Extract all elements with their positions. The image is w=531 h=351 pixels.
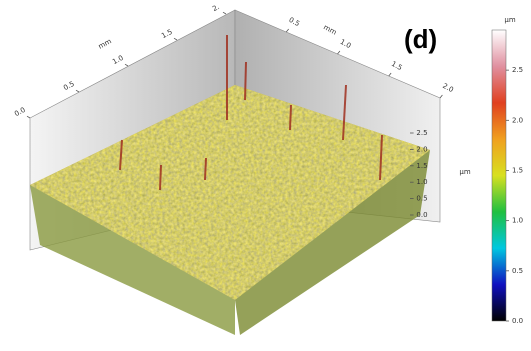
tick-label: 0.5 [62, 80, 76, 92]
tick-label: 2.0 [416, 145, 427, 153]
tick-mark [76, 90, 79, 92]
tick-label: 2.0 [441, 82, 455, 94]
tick-label: 0.0 [512, 317, 523, 325]
panel-label: (d) [404, 24, 437, 54]
tick-mark [27, 116, 30, 118]
tick-label: 1.0 [339, 38, 353, 50]
tick-label: 1.5 [416, 162, 427, 170]
tick-mark [125, 64, 128, 66]
colorbar-label: µm [504, 16, 515, 24]
chart: (d) 0.0 0.5 1.0 1.5 2. mm 0.5 1.0 1.5 2.0 0.0 0.5 1.… [0, 0, 531, 351]
tick-mark [174, 38, 177, 40]
tick-mark [440, 95, 442, 98]
tick-mark [389, 73, 391, 76]
axis-label: mm [97, 37, 113, 51]
tick-label: 0.0 [416, 211, 427, 219]
tick-label: 2.5 [512, 66, 523, 74]
tick-label: 1.5 [512, 166, 523, 174]
tick-label: 1.5 [160, 28, 174, 40]
tick-label: 1.0 [416, 178, 427, 186]
tick-label: 2. [211, 3, 221, 13]
tick-mark [286, 29, 288, 32]
tick-mark [223, 12, 226, 14]
tick-label: 0.5 [287, 16, 301, 28]
tick-label: 1.5 [390, 60, 404, 72]
axis-label: mm [322, 23, 338, 37]
colorbar [492, 30, 506, 321]
tick-mark [338, 51, 340, 54]
tick-label: 0.0 [13, 106, 27, 118]
tick-label: 0.5 [416, 195, 427, 203]
tick-label: 2.0 [512, 116, 523, 124]
axis-label: µm [459, 168, 470, 176]
tick-label: 0.5 [512, 267, 523, 275]
box [30, 10, 440, 335]
tick-label: 1.0 [512, 217, 523, 225]
tick-label: 2.5 [416, 129, 427, 137]
tick-label: 1.0 [111, 54, 125, 66]
